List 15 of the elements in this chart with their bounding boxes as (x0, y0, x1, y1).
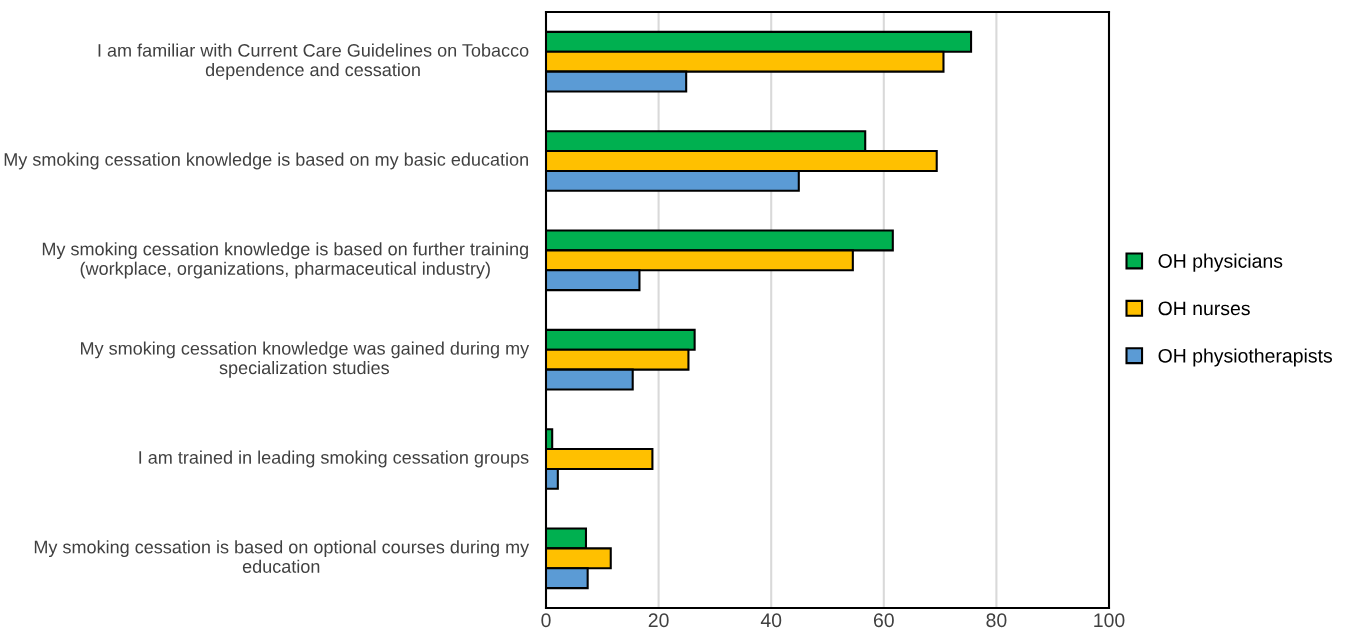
y-tick-label: My smoking cessation knowledge is based on my basic education (4, 152, 528, 170)
x-tick-label: 80 (986, 613, 1007, 628)
y-tick-label: My smoking cessation knowledge was gained during my specialization studies (81, 341, 530, 378)
legend-label: OH nurses (1158, 301, 1250, 316)
x-tick-label: 20 (648, 613, 669, 628)
x-tick-label: 40 (760, 613, 782, 628)
legend-label: OH physiotherapists (1158, 348, 1332, 367)
y-tick-label: My smoking cessation is based on optional courses during my education (34, 540, 530, 573)
x-tick-label: 100 (1094, 613, 1125, 628)
y-tick-label: My smoking cessation knowledge is based on further training (workplace, organizations, pharmaceutical industry) (42, 242, 528, 279)
y-tick-label: I am trained in leading smoking cessation groups (139, 450, 529, 468)
x-tick-label: 0 (541, 613, 551, 628)
y-tick-label: I am familiar with Current Care Guidelines on Tobacco dependence and cessation (98, 43, 529, 80)
x-tick-label: 60 (873, 613, 894, 628)
legend-label: OH physicians (1158, 253, 1283, 272)
